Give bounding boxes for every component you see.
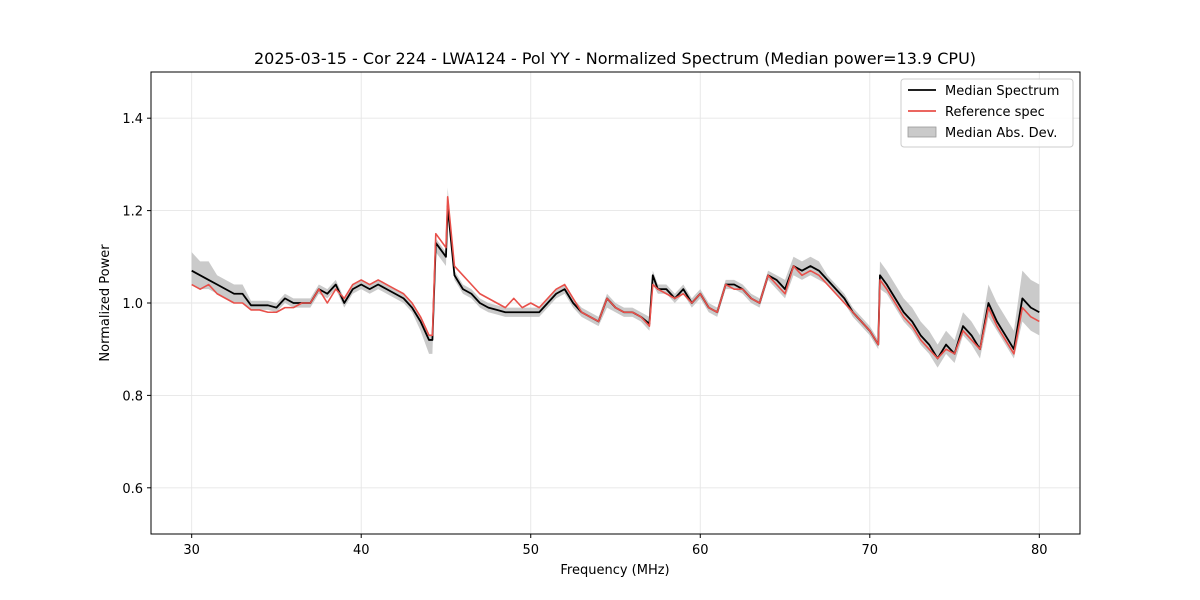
x-tick-label: 40 (353, 543, 370, 558)
mad-band (191, 187, 1040, 368)
y-tick-label: 1.0 (122, 297, 143, 312)
legend-median-label: Median Spectrum (945, 84, 1059, 99)
x-tick-label: 80 (1031, 543, 1048, 558)
x-tick-label: 30 (183, 543, 200, 558)
x-tick-label: 60 (692, 543, 709, 558)
y-tick-label: 1.4 (122, 112, 143, 127)
legend-reference-label: Reference spec (945, 105, 1045, 120)
x-tick-label: 50 (522, 543, 539, 558)
y-tick-label: 0.8 (122, 389, 143, 404)
legend: Median Spectrum Reference spec Median Ab… (900, 78, 1074, 148)
chart-title: 2025-03-15 - Cor 224 - LWA124 - Pol YY -… (254, 49, 976, 68)
x-axis-label: Frequency (MHz) (560, 563, 669, 578)
reference-spectrum-line (191, 195, 1040, 360)
legend-mad-label: Median Abs. Dev. (945, 126, 1057, 141)
legend-box (900, 78, 1074, 148)
median-spectrum-line (191, 205, 1040, 360)
y-axis-label: Normalized Power (98, 244, 113, 362)
y-tick-label: 0.6 (122, 482, 143, 497)
x-tick-label: 70 (862, 543, 879, 558)
series-layer (191, 195, 1040, 360)
legend-mad-swatch (907, 126, 937, 138)
ticks: 30 40 50 60 70 80 0.6 0.8 1.0 1.2 1.4 (122, 112, 1047, 558)
mad-band-layer (191, 187, 1040, 368)
y-tick-label: 1.2 (122, 205, 143, 220)
